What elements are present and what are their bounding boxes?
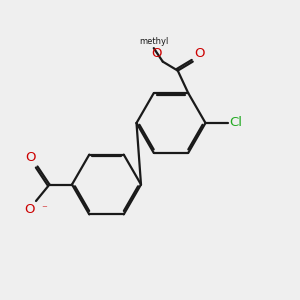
Text: O: O — [151, 46, 161, 59]
Text: Cl: Cl — [230, 116, 242, 130]
Text: methyl: methyl — [139, 37, 168, 46]
Text: O: O — [194, 47, 205, 60]
Text: O: O — [26, 152, 36, 164]
Text: O: O — [24, 203, 34, 216]
Text: ⁻: ⁻ — [41, 205, 47, 214]
